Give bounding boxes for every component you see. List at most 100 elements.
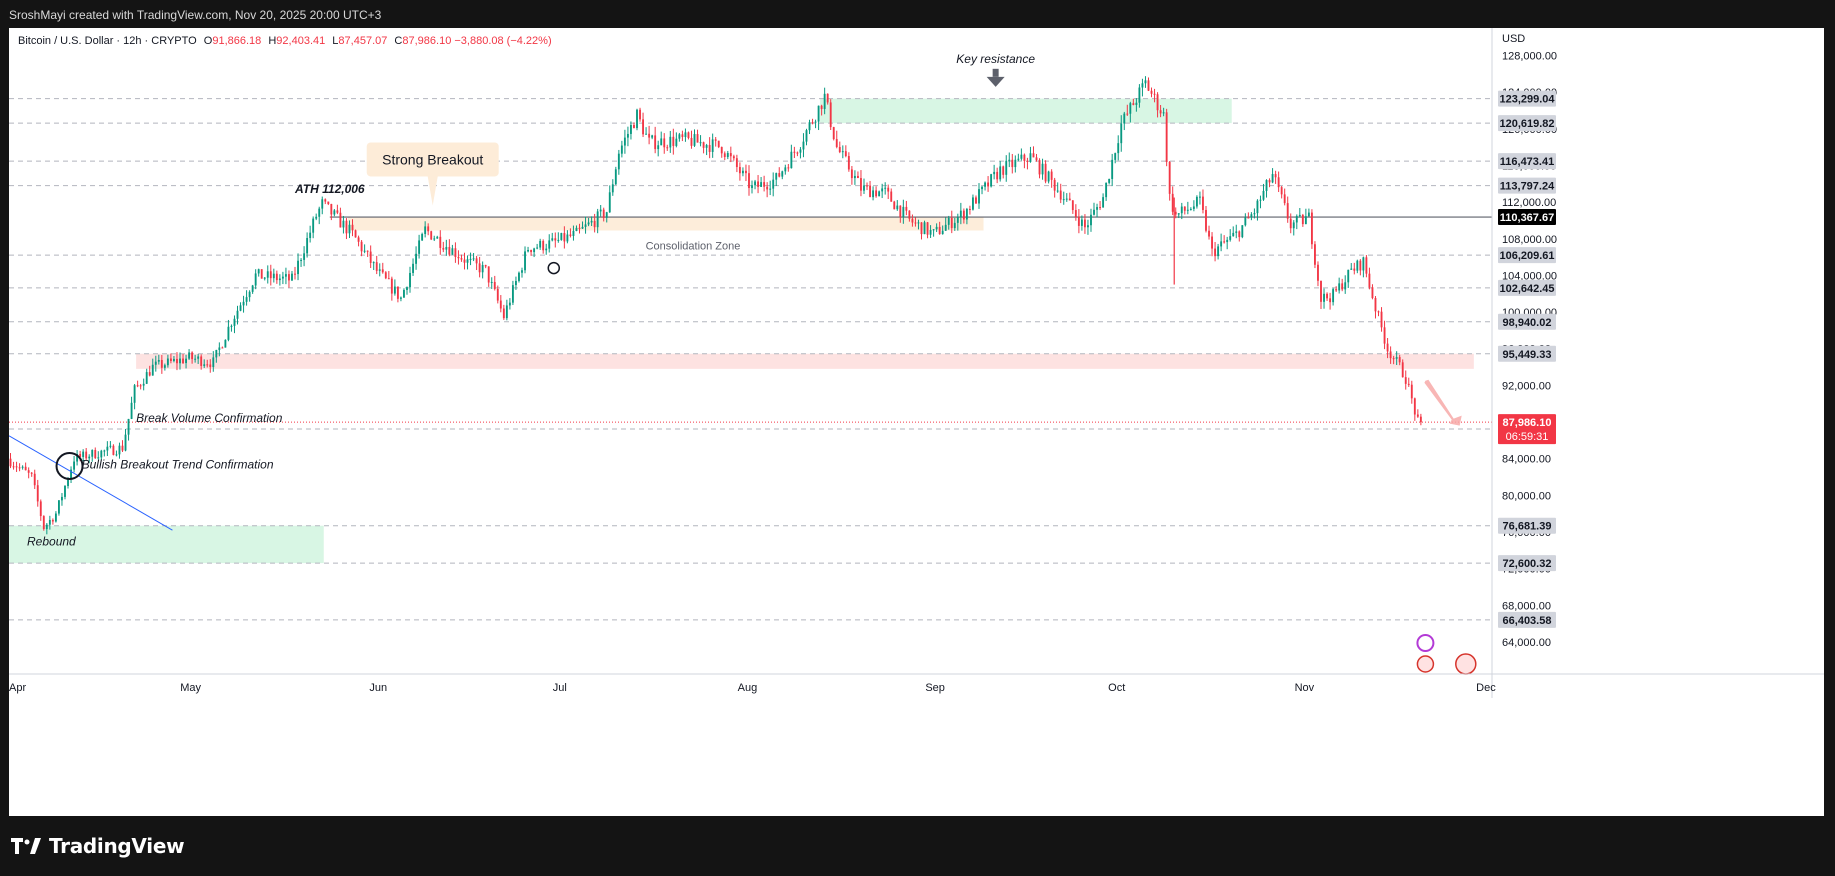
candle-body (1374, 298, 1377, 312)
candle-body (387, 278, 390, 280)
candle-body (245, 297, 248, 302)
candle (984, 181, 986, 191)
candle (1229, 229, 1232, 242)
candle-body (1192, 206, 1195, 209)
candle-body (233, 318, 236, 326)
candle-body (1389, 351, 1392, 359)
candle-body (545, 248, 548, 251)
candle-body (154, 361, 157, 365)
high-value: 92,403.41 (276, 35, 326, 47)
level-tag (1498, 90, 1556, 107)
candle-body (505, 305, 508, 319)
candle-body (935, 226, 938, 230)
candle (100, 449, 103, 461)
candle (245, 290, 248, 306)
candle (1199, 191, 1201, 205)
candle (551, 232, 554, 242)
candle (336, 204, 339, 215)
candle (393, 279, 396, 296)
candle-body (124, 434, 127, 451)
candle (206, 359, 209, 368)
break-volume-label: Break Volume Confirmation (136, 411, 283, 425)
candle-body (832, 127, 835, 140)
candle (944, 217, 947, 231)
candle-body (1229, 236, 1232, 240)
candle-body (675, 138, 678, 146)
candle (1365, 255, 1368, 278)
chart-frame[interactable]: Key resistance Strong Breakout ATH 112,006… (9, 28, 1824, 816)
candle-body (1380, 311, 1383, 328)
candle-body (651, 135, 654, 138)
candle (914, 217, 917, 227)
level-tag (1498, 247, 1556, 264)
candle-body (182, 358, 184, 364)
candle (1368, 267, 1371, 290)
candle (1304, 208, 1307, 225)
candle (772, 172, 775, 197)
candle-body (823, 93, 826, 109)
candle-body (741, 170, 744, 174)
candle-body (194, 358, 197, 360)
candle (1386, 338, 1389, 359)
candle (1141, 78, 1144, 97)
candle (433, 235, 436, 242)
candle-body (1277, 177, 1280, 188)
zones-layer (9, 98, 1474, 564)
candle-body (1253, 213, 1256, 215)
candle-body (1062, 199, 1065, 201)
candle-body (363, 250, 366, 252)
candle-body (406, 287, 408, 290)
candle (584, 216, 587, 234)
candle (1407, 377, 1410, 387)
candle-body (569, 234, 572, 236)
candle (418, 234, 421, 259)
candle (505, 299, 508, 321)
candle (1253, 208, 1256, 219)
candle-body (1165, 112, 1168, 162)
candle (1332, 287, 1335, 306)
candle (1011, 153, 1014, 174)
candle (1138, 84, 1141, 108)
candle-body (1410, 384, 1413, 399)
candle-body (91, 449, 94, 457)
candle (460, 254, 463, 262)
candle-body (269, 271, 272, 279)
candle-body (908, 210, 911, 219)
candle (660, 131, 663, 146)
candle-body (857, 175, 859, 179)
candle (33, 469, 36, 490)
tradingview-logo[interactable]: TradingView (11, 834, 185, 858)
candle-body (399, 297, 402, 299)
candle-body (663, 138, 666, 148)
candle-body (297, 260, 299, 275)
candle-body (1368, 273, 1371, 288)
candle (406, 286, 408, 295)
chart-svg[interactable]: Key resistance Strong Breakout ATH 112,006… (9, 28, 1824, 816)
candle (675, 132, 678, 148)
candle-body (1117, 143, 1120, 154)
candle (303, 246, 306, 267)
candle (160, 354, 163, 374)
candle-body (185, 358, 187, 364)
candle (191, 351, 194, 364)
candle (21, 465, 24, 470)
candle-body (1135, 102, 1138, 105)
candle (866, 182, 868, 191)
candle (757, 175, 760, 194)
candle-body (1235, 231, 1238, 233)
candle (1180, 202, 1183, 220)
candle-body (1186, 209, 1189, 211)
candle (657, 140, 660, 157)
candle (272, 268, 275, 283)
candle (923, 220, 926, 235)
candle (1014, 155, 1017, 173)
candle (799, 147, 802, 159)
candle (288, 270, 290, 288)
candle (548, 234, 551, 253)
candle (1356, 259, 1359, 274)
candle-body (941, 230, 944, 235)
candle-body (587, 222, 590, 225)
candle (269, 264, 272, 286)
candle (823, 87, 826, 115)
candle (493, 275, 496, 291)
